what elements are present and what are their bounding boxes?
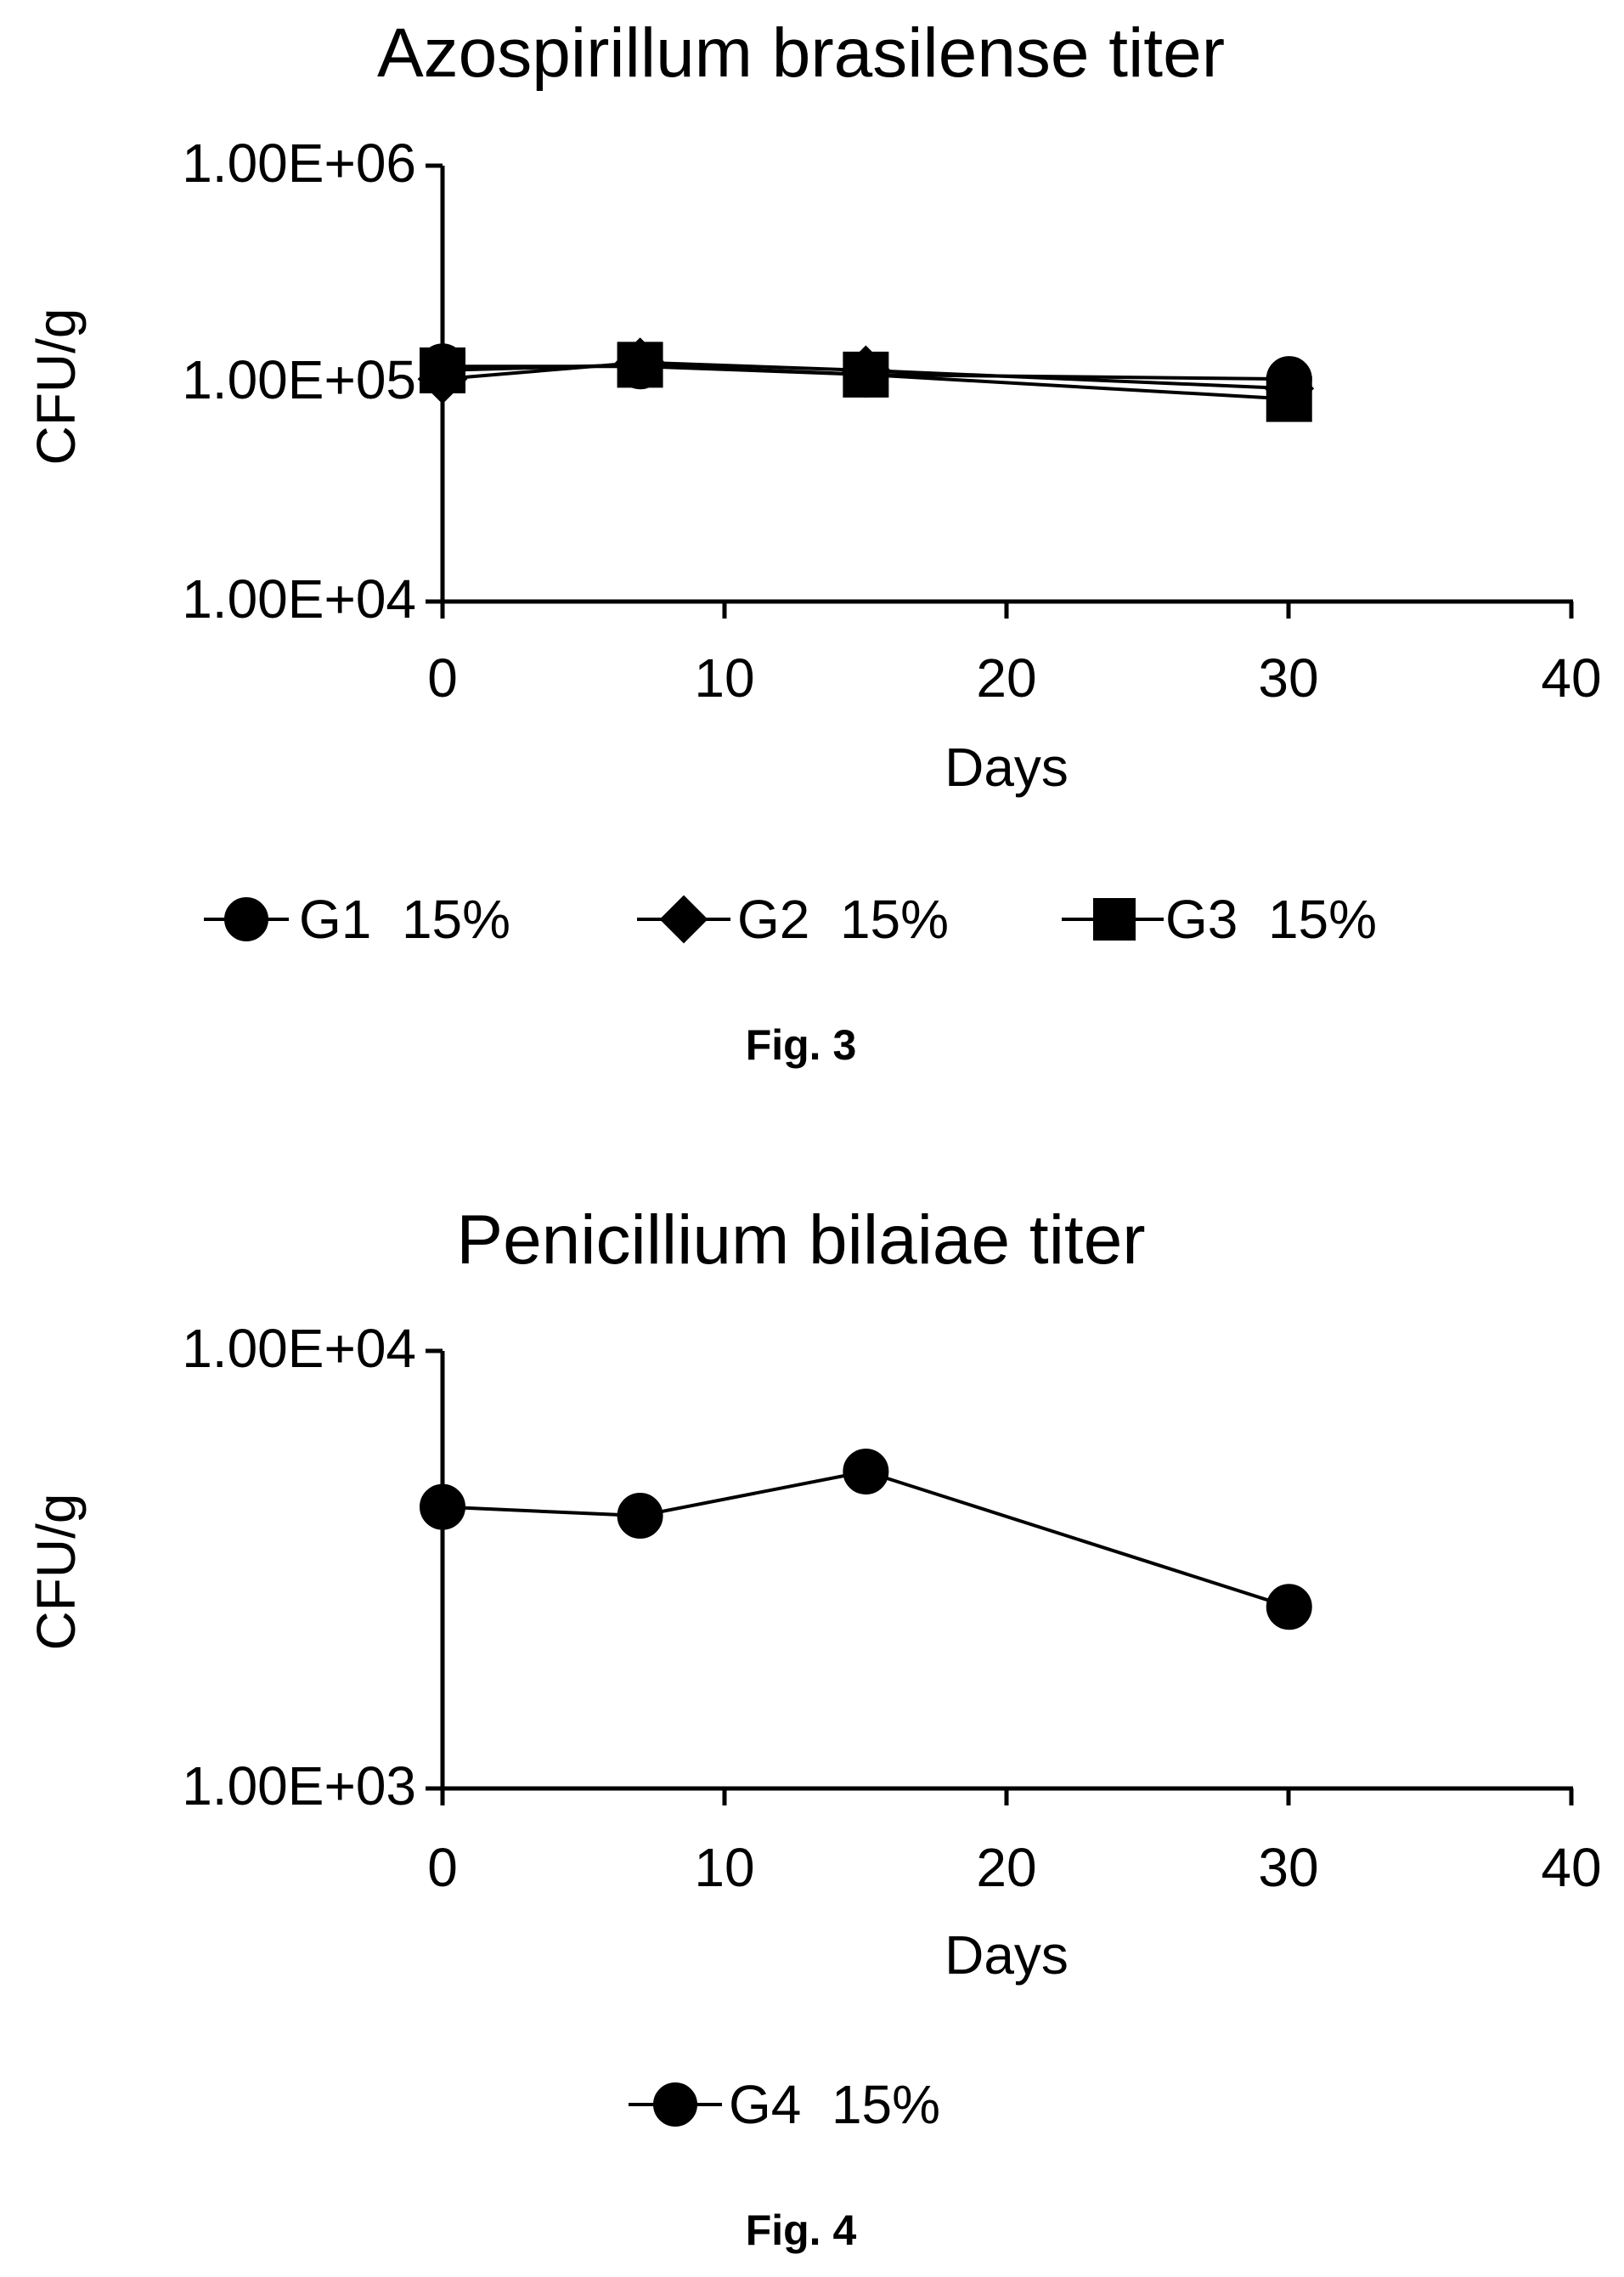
- x-axis-label: Days: [945, 1924, 1069, 1986]
- legend: G1 15% G2 15% G3 15%: [204, 889, 1377, 950]
- series-line-1-3: [442, 363, 1289, 401]
- legend-square-marker: [1093, 898, 1136, 941]
- chart-penicillium: Penicillium bilaiae titer 1.00E+04 1.00E…: [25, 1201, 1602, 2254]
- legend-circle-marker: [224, 897, 268, 941]
- chart-title: Penicillium bilaiae titer: [456, 1201, 1145, 1279]
- data-point-circle-2-1-3: [843, 1448, 889, 1494]
- legend-item-g3: G3 15%: [1062, 889, 1377, 950]
- x-tick-label: 20: [976, 1837, 1036, 1898]
- y-tick-label: 1.00E+06: [182, 133, 416, 194]
- legend: G4 15%: [629, 2074, 940, 2135]
- legend-circle-marker: [653, 2082, 697, 2127]
- figure-caption: Fig. 4: [746, 2206, 857, 2254]
- series-line-1-2: [442, 360, 1289, 391]
- x-tick-label: 0: [427, 1837, 458, 1898]
- plot-area: [420, 1448, 1312, 1630]
- series-line-2-1: [442, 1469, 1290, 1609]
- legend-label: G2 15%: [737, 889, 949, 950]
- data-point-square-1-3-2: [617, 342, 663, 388]
- x-tick-label: 30: [1258, 647, 1318, 709]
- y-axis-label: CFU/g: [25, 308, 87, 466]
- data-point-circle-2-1-2: [617, 1493, 663, 1540]
- data-point-square-1-3-4: [1266, 376, 1312, 422]
- data-point-square-1-3-1: [420, 347, 465, 393]
- legend-item-g4: G4 15%: [629, 2074, 940, 2135]
- data-point-square-1-3-3: [843, 351, 889, 398]
- y-tick-label: 1.00E+04: [182, 568, 416, 630]
- y-ticks: 1.00E+04 1.00E+03: [182, 1318, 443, 1817]
- y-tick-label: 1.00E+03: [182, 1755, 416, 1817]
- x-tick-label: 20: [976, 647, 1036, 709]
- x-tick-label: 0: [427, 647, 458, 709]
- x-tick-label: 10: [694, 1837, 754, 1898]
- plot-area: [417, 337, 1315, 422]
- chart-azospirillum: Azospirillum brasilense titer 1.00E+06 1…: [25, 14, 1602, 1069]
- legend-diamond-marker: [659, 895, 708, 944]
- y-ticks: 1.00E+06 1.00E+05 1.00E+04: [182, 133, 443, 630]
- x-tick-label: 40: [1541, 1837, 1601, 1898]
- x-ticks: 0 10 20 30 40: [427, 602, 1602, 709]
- chart-title: Azospirillum brasilense titer: [377, 14, 1225, 92]
- legend-label: G3 15%: [1165, 889, 1377, 950]
- x-tick-label: 10: [694, 647, 754, 709]
- y-axis-label: CFU/g: [25, 1494, 87, 1651]
- legend-label: G1 15%: [299, 889, 510, 950]
- figure-caption: Fig. 3: [746, 1021, 857, 1069]
- legend-label: G4 15%: [729, 2074, 940, 2135]
- data-point-circle-2-1-1: [420, 1483, 465, 1530]
- x-tick-label: 40: [1541, 647, 1601, 709]
- data-point-circle-2-1-4: [1266, 1584, 1312, 1630]
- y-tick-label: 1.00E+04: [182, 1318, 416, 1379]
- x-ticks: 0 10 20 30 40: [427, 1788, 1602, 1898]
- y-tick-label: 1.00E+05: [182, 349, 416, 410]
- x-axis-label: Days: [945, 737, 1069, 798]
- legend-item-g2: G2 15%: [637, 889, 949, 950]
- legend-item-g1: G1 15%: [204, 889, 510, 950]
- x-tick-label: 30: [1258, 1837, 1318, 1898]
